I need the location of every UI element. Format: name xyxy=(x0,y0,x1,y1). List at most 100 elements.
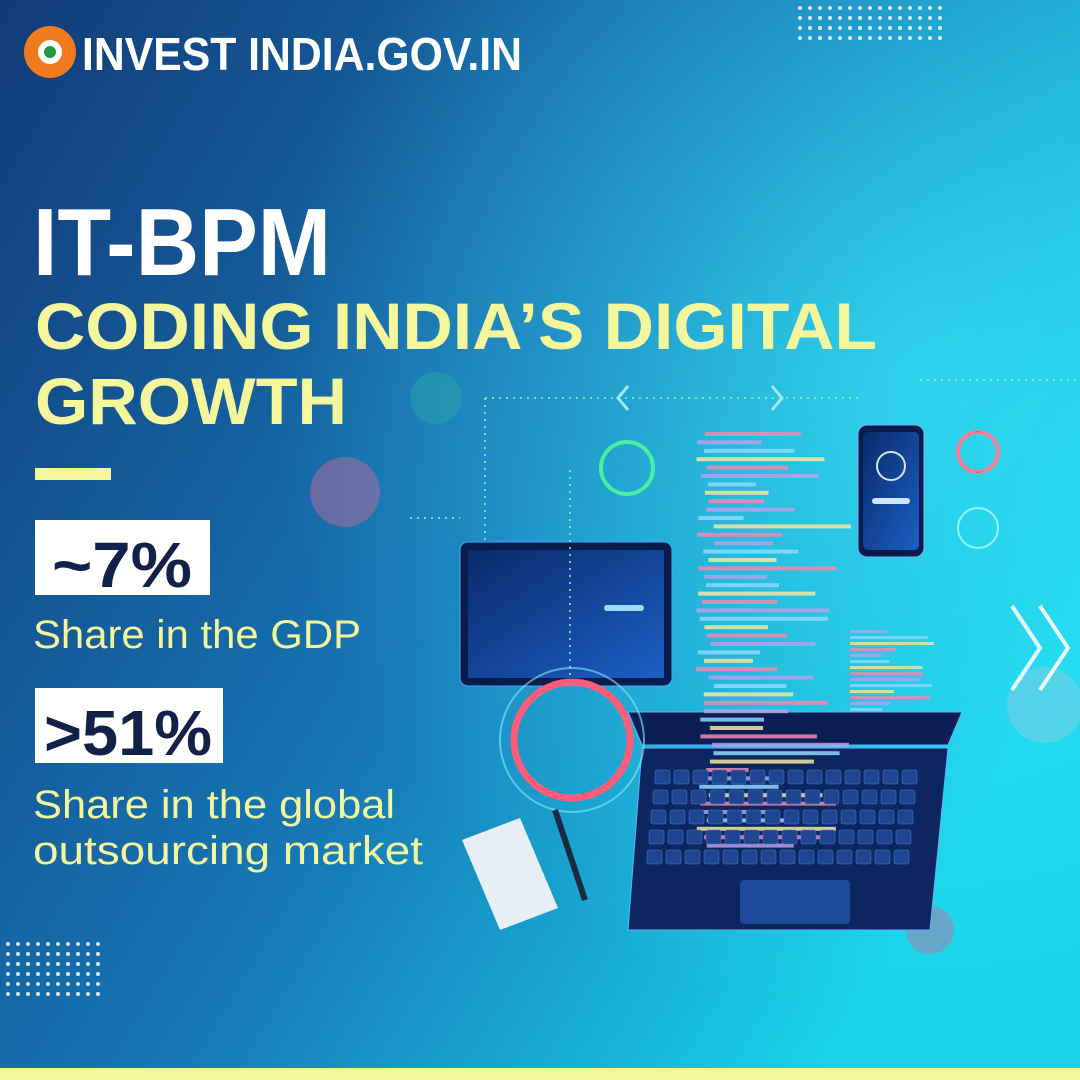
dot xyxy=(878,26,882,30)
code-line xyxy=(710,642,816,646)
dot xyxy=(918,36,922,40)
code-line xyxy=(704,432,801,436)
ring xyxy=(499,667,645,813)
key xyxy=(855,849,872,865)
bubble xyxy=(1007,667,1080,743)
dot xyxy=(838,26,842,30)
dot xyxy=(66,942,70,946)
code-line xyxy=(706,768,749,772)
ring xyxy=(599,440,655,496)
key xyxy=(800,829,817,845)
code-line xyxy=(698,566,837,571)
key xyxy=(781,829,798,845)
dot xyxy=(96,942,100,946)
code-line xyxy=(708,793,823,798)
chevron xyxy=(1010,604,1043,692)
dot xyxy=(36,992,40,996)
dot xyxy=(888,36,892,40)
key xyxy=(823,789,840,805)
code-line xyxy=(850,660,890,663)
code-line xyxy=(708,482,756,487)
dot xyxy=(848,6,852,10)
dot xyxy=(56,952,60,956)
dot xyxy=(878,36,882,40)
dot xyxy=(898,6,902,10)
code-line xyxy=(708,558,777,562)
code-line xyxy=(713,751,840,756)
dot xyxy=(848,36,852,40)
dot xyxy=(96,982,100,986)
dot xyxy=(928,6,932,10)
code-line xyxy=(850,684,933,687)
key xyxy=(722,849,739,865)
dot xyxy=(888,16,892,20)
dot xyxy=(46,982,50,986)
code-line xyxy=(707,633,788,638)
key xyxy=(836,849,853,865)
key xyxy=(863,769,880,785)
tablet-bar xyxy=(604,605,644,611)
dot xyxy=(36,952,40,956)
dot xyxy=(908,16,912,20)
key xyxy=(671,789,688,805)
code-line xyxy=(704,658,754,663)
code-line xyxy=(703,574,768,579)
code-line xyxy=(708,675,814,680)
dot xyxy=(96,972,100,976)
code-line xyxy=(702,600,778,604)
dot xyxy=(46,992,50,996)
dot xyxy=(878,16,882,20)
code-line xyxy=(700,734,818,739)
dot xyxy=(6,962,10,966)
code-line xyxy=(703,692,794,697)
dot xyxy=(66,972,70,976)
dot xyxy=(938,6,942,10)
logo-core xyxy=(44,46,56,58)
dot xyxy=(858,36,862,40)
subtitle-line: GROWTH xyxy=(35,364,347,438)
key xyxy=(669,809,686,825)
key xyxy=(838,829,855,845)
key xyxy=(646,849,663,865)
ring xyxy=(957,507,999,549)
dot xyxy=(938,36,942,40)
code-line xyxy=(850,678,920,681)
dot xyxy=(858,16,862,20)
stat-label: outsourcing market xyxy=(33,829,423,873)
dot xyxy=(96,952,100,956)
dot xyxy=(838,36,842,40)
illustration xyxy=(310,372,1080,954)
key xyxy=(825,769,842,785)
dot xyxy=(838,6,842,10)
code-line xyxy=(850,690,894,693)
dot xyxy=(36,962,40,966)
code-line xyxy=(850,666,923,669)
dot xyxy=(808,26,812,30)
dot xyxy=(928,36,932,40)
key xyxy=(798,849,815,865)
dot xyxy=(16,962,20,966)
dot xyxy=(26,972,30,976)
key xyxy=(711,769,728,785)
bubble xyxy=(410,372,462,424)
dot xyxy=(16,952,20,956)
touchpad xyxy=(740,880,850,924)
dot xyxy=(26,982,30,986)
key xyxy=(705,829,722,845)
dot xyxy=(26,962,30,966)
dot xyxy=(828,36,832,40)
dot xyxy=(76,942,80,946)
ring xyxy=(510,678,634,802)
key xyxy=(667,829,684,845)
dot xyxy=(898,16,902,20)
dot xyxy=(808,6,812,10)
dot xyxy=(26,992,30,996)
dot xyxy=(56,982,60,986)
key xyxy=(844,769,861,785)
dot xyxy=(798,36,802,40)
dot xyxy=(918,26,922,30)
code-line xyxy=(713,524,851,529)
key xyxy=(859,809,876,825)
key xyxy=(652,789,669,805)
